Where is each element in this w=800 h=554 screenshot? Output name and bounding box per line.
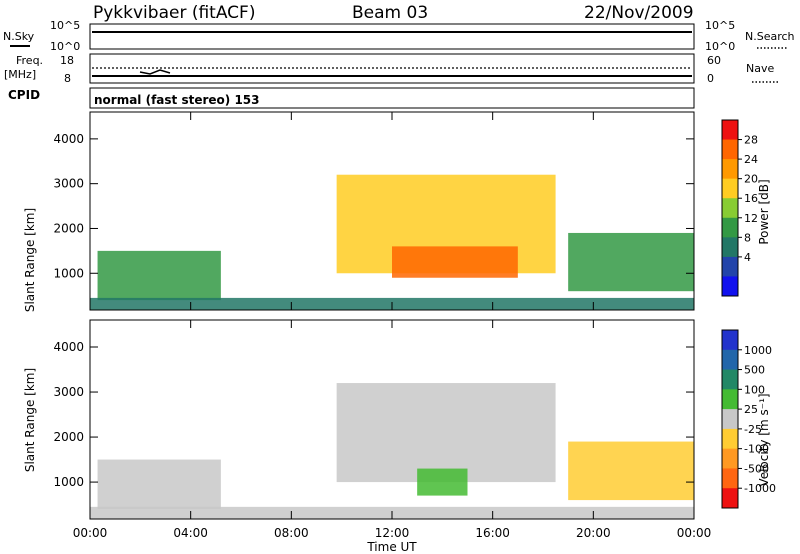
x-tick-label: 20:00 xyxy=(576,526,611,540)
nsky-tick-bottom: 10^0 xyxy=(50,40,80,53)
velocity-region-0 xyxy=(97,459,221,510)
power-region-3 xyxy=(568,232,694,292)
power-colorbar-tick-label: 20 xyxy=(744,173,758,186)
velocity-colorbar-swatch xyxy=(722,330,738,351)
x-tick-label: 00:00 xyxy=(73,526,108,540)
freq-trace-jitter xyxy=(139,69,171,75)
power-y-ticks: 4000 3000 2000 1000 xyxy=(53,132,694,280)
velocity-heatmap-cells xyxy=(90,383,694,519)
power-y-axis-label: Slant Range [km] xyxy=(23,208,37,312)
cpid-panel-frame xyxy=(89,87,695,109)
velocity-colorbar-tick-label: -500 xyxy=(744,462,769,475)
station-title: Pykkvibaer (fitACF) xyxy=(93,3,255,23)
power-colorbar: 28 24 20 16 12 8 4 xyxy=(721,119,758,297)
power-colorbar-tick-label: 24 xyxy=(744,153,758,166)
y-tick-label: 1000 xyxy=(53,475,84,489)
velocity-region-2 xyxy=(417,468,468,496)
velocity-colorbar-tick-label: 100 xyxy=(744,383,765,396)
x-tick-label: 04:00 xyxy=(173,526,208,540)
power-colorbar-swatch xyxy=(722,198,738,219)
cpid-value: normal (fast stereo) 153 xyxy=(94,93,260,107)
power-colorbar-label: Power [dB] xyxy=(757,179,771,244)
power-colorbar-swatch xyxy=(722,159,738,180)
power-colorbar-frame xyxy=(721,119,739,297)
velocity-colorbar-swatch xyxy=(722,389,738,410)
power-colorbar-swatch xyxy=(722,217,738,238)
x-tick-label: 08:00 xyxy=(274,526,309,540)
freq-label-line2: [MHz] xyxy=(4,68,36,81)
velocity-colorbar-tick-label: 25 xyxy=(744,403,758,416)
power-colorbar-tick-label: 28 xyxy=(744,134,758,147)
velocity-colorbar-swatch xyxy=(722,349,738,371)
power-colorbar-swatch xyxy=(722,276,738,297)
freq-panel-frame xyxy=(89,53,695,84)
velocity-colorbar-label: Velocity [m s⁻¹] xyxy=(757,393,771,486)
velocity-colorbar-swatch xyxy=(722,369,738,390)
nsearch-tick-top: 10^5 xyxy=(705,19,735,32)
x-axis-label: Time UT xyxy=(366,540,417,554)
date-title: 22/Nov/2009 xyxy=(584,3,694,23)
velocity-region-3 xyxy=(568,441,694,501)
cpid-label: CPID xyxy=(8,88,40,102)
velocity-y-axis-label: Slant Range [km] xyxy=(23,368,37,472)
velocity-y-ticks: 4000 3000 2000 1000 xyxy=(53,340,694,489)
velocity-colorbar-swatch xyxy=(722,428,738,450)
time-x-ticks: 00:00 04:00 08:00 12:00 16:00 20:00 00:00 xyxy=(73,112,712,540)
x-tick-label: 12:00 xyxy=(375,526,410,540)
power-colorbar-tick-label: 4 xyxy=(744,251,751,264)
freq-tick-top: 18 xyxy=(60,54,74,67)
nsky-tick-top: 10^5 xyxy=(50,19,80,32)
beam-title: Beam 03 xyxy=(352,3,428,23)
freq-tick-bottom: 8 xyxy=(64,72,71,85)
power-colorbar-swatch xyxy=(722,256,738,277)
power-colorbar-swatch xyxy=(722,178,738,199)
velocity-colorbar: 1000 500 100 25 -25 -100 -500 -1000 xyxy=(721,329,776,509)
velocity-colorbar-swatch xyxy=(722,468,738,489)
nave-tick-bottom: 0 xyxy=(707,72,714,85)
velocity-colorbar-tick-label: -1000 xyxy=(744,482,776,495)
nsky-label: N.Sky xyxy=(3,30,35,43)
power-colorbar-swatch xyxy=(722,237,738,258)
velocity-colorbar-tick-label: -100 xyxy=(744,443,769,456)
nsearch-tick-bottom: 10^0 xyxy=(705,40,735,53)
power-colorbar-tick-label: 16 xyxy=(744,192,758,205)
velocity-colorbar-swatch xyxy=(722,448,738,469)
y-tick-label: 4000 xyxy=(53,340,84,354)
y-tick-label: 3000 xyxy=(53,385,84,399)
power-region-0 xyxy=(97,250,221,301)
power-heatmap-cells xyxy=(90,174,694,310)
velocity-colorbar-swatch xyxy=(722,488,738,509)
velocity-colorbar-tick-label: -25 xyxy=(744,423,762,436)
velocity-colorbar-tick-label: 1000 xyxy=(744,344,772,357)
nsky-panel-frame xyxy=(89,23,695,50)
y-tick-label: 1000 xyxy=(53,266,84,280)
y-tick-label: 2000 xyxy=(53,221,84,235)
freq-label-line1: Freq. xyxy=(16,54,43,67)
power-colorbar-swatch xyxy=(722,120,738,141)
y-tick-label: 2000 xyxy=(53,430,84,444)
nave-tick-top: 60 xyxy=(707,54,721,67)
nsearch-label: N.Search xyxy=(745,30,795,43)
velocity-colorbar-swatch xyxy=(722,409,738,430)
power-region-2 xyxy=(392,246,518,278)
velocity-colorbar-frame xyxy=(721,329,739,509)
power-colorbar-tick-label: 12 xyxy=(744,212,758,225)
velocity-region-1 xyxy=(336,383,556,483)
power-colorbar-tick-label: 8 xyxy=(744,231,751,244)
velocity-colorbar-tick-label: 500 xyxy=(744,364,765,377)
x-tick-label: 00:00 xyxy=(677,526,712,540)
nave-label: Nave xyxy=(746,62,774,75)
x-tick-label: 16:00 xyxy=(475,526,510,540)
y-tick-label: 3000 xyxy=(53,177,84,191)
y-tick-label: 4000 xyxy=(53,132,84,146)
power-colorbar-swatch xyxy=(722,139,738,160)
